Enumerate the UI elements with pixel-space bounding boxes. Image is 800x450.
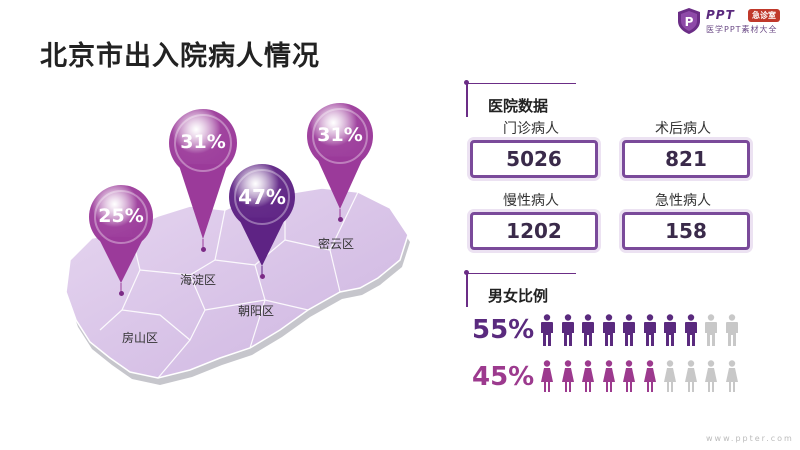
female-percent: 45% xyxy=(472,362,535,392)
map-pin: 25% xyxy=(86,183,156,293)
pin-percent: 31% xyxy=(180,131,226,153)
district-label: 密云区 xyxy=(318,237,355,251)
male-person-icon xyxy=(663,314,677,346)
stat-label-chronic: 慢性病人 xyxy=(503,193,559,209)
female-person-icon xyxy=(622,360,636,392)
gender-heading: 男女比例 xyxy=(488,287,549,305)
stat-value-postop: 821 xyxy=(622,140,750,178)
beijing-map xyxy=(65,187,410,385)
stat-label-outpatient: 门诊病人 xyxy=(503,121,559,137)
map-pin: 31% xyxy=(304,101,376,219)
header-dot xyxy=(464,80,469,85)
map-pin: 31% xyxy=(166,107,240,249)
gender-section-header: 男女比例 xyxy=(466,273,576,307)
male-person-icon xyxy=(622,314,636,346)
logo-letter: P xyxy=(685,15,694,29)
female-person-icon xyxy=(540,360,554,392)
hospital-heading: 医院数据 xyxy=(488,97,549,115)
pin-percent: 47% xyxy=(238,185,286,209)
page-title: 北京市出入院病人情况 xyxy=(40,41,320,72)
female-person-icon xyxy=(704,360,718,392)
logo-badge: 急诊室 xyxy=(748,9,780,22)
female-person-icon xyxy=(643,360,657,392)
district-label: 房山区 xyxy=(122,331,159,345)
district-dot xyxy=(259,274,265,279)
pin-marker-icon xyxy=(169,109,237,249)
pin-percent: 31% xyxy=(317,124,363,146)
pin-marker-icon xyxy=(307,103,373,219)
female-person-icon xyxy=(663,360,677,392)
stat-label-postop: 术后病人 xyxy=(655,121,711,137)
hospital-section-header: 医院数据 xyxy=(466,83,576,117)
district-label: 海淀区 xyxy=(180,273,217,287)
header-dot xyxy=(464,270,469,275)
female-person-icon xyxy=(725,360,739,392)
pin-marker-icon xyxy=(89,185,153,293)
footer-url: www.ppter.com xyxy=(706,434,794,443)
stat-label-acute: 急性病人 xyxy=(655,193,711,209)
logo-brand: PPT xyxy=(706,8,735,22)
logo-tagline: 医学PPT素材大全 xyxy=(706,25,778,34)
shield-icon: P xyxy=(678,8,700,34)
male-person-icon xyxy=(684,314,698,346)
female-person-icon xyxy=(602,360,616,392)
male-person-icon xyxy=(540,314,554,346)
male-person-icon xyxy=(602,314,616,346)
pin-marker-icon xyxy=(229,164,295,276)
female-person-icon xyxy=(684,360,698,392)
male-person-icon xyxy=(643,314,657,346)
male-person-icon xyxy=(704,314,718,346)
brand-logo: P PPT 急诊室 医学PPT素材大全 xyxy=(676,6,794,38)
stat-value-chronic: 1202 xyxy=(470,212,598,250)
female-person-icon xyxy=(561,360,575,392)
male-percent: 55% xyxy=(472,315,535,345)
stat-value-acute: 158 xyxy=(622,212,750,250)
stat-value-outpatient: 5026 xyxy=(470,140,598,178)
male-person-icon xyxy=(725,314,739,346)
female-person-icon xyxy=(581,360,595,392)
district-dot xyxy=(118,291,124,296)
male-person-icon xyxy=(581,314,595,346)
map-pin: 47% xyxy=(226,162,298,276)
pin-percent: 25% xyxy=(98,205,144,227)
male-person-icon xyxy=(561,314,575,346)
district-label: 朝阳区 xyxy=(238,304,275,318)
district-dot xyxy=(337,217,343,222)
district-dot xyxy=(200,247,206,252)
